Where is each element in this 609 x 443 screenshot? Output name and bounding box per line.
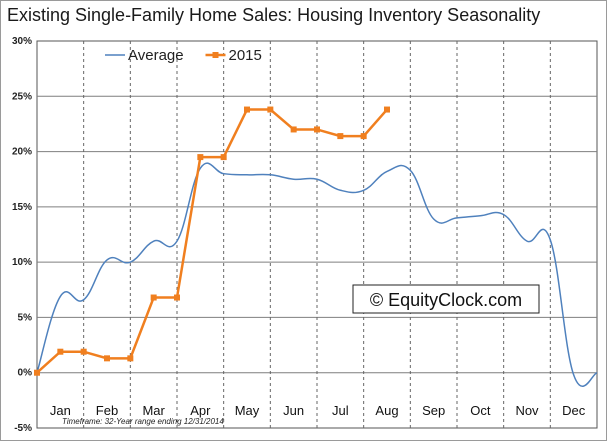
legend-label: 2015 xyxy=(229,47,262,64)
footnote: Timeframe: 32-Year range ending 12/31/20… xyxy=(62,417,224,426)
y-tick-label: 0% xyxy=(18,368,33,379)
y-tick-label: 30% xyxy=(12,36,32,47)
y-tick-label: 20% xyxy=(12,147,32,158)
series-line xyxy=(36,162,598,387)
data-point xyxy=(57,348,64,355)
watermark-text: © EquityClock.com xyxy=(370,290,522,310)
series-average xyxy=(36,162,598,387)
data-point xyxy=(314,126,320,133)
data-point xyxy=(267,106,274,113)
y-tick-label: 10% xyxy=(12,257,32,268)
series-2015 xyxy=(34,106,390,376)
watermark-box xyxy=(352,284,540,314)
legend-marker xyxy=(212,52,219,58)
data-point xyxy=(220,154,227,161)
y-tick-label: 25% xyxy=(12,91,32,102)
data-point xyxy=(127,355,134,362)
series-line xyxy=(36,108,388,374)
legend-item-2015: 2015 xyxy=(205,47,262,64)
y-tick-label: 15% xyxy=(12,202,32,213)
x-tick-label: Dec xyxy=(562,403,586,418)
data-point xyxy=(150,294,157,301)
data-point xyxy=(337,133,344,140)
y-axis-ticks: 30% 25% 20% 15% 10% 5% 0% -5% xyxy=(12,36,32,434)
x-tick-label: Jun xyxy=(283,403,304,418)
legend-label: Average xyxy=(128,47,184,64)
series-layer xyxy=(34,106,598,387)
legend: Average 2015 xyxy=(105,47,262,64)
data-point xyxy=(244,106,250,113)
data-point xyxy=(174,294,180,301)
x-tick-label: Jan xyxy=(50,403,71,418)
data-point xyxy=(104,355,110,362)
data-point xyxy=(197,154,204,161)
x-tick-label: Nov xyxy=(515,403,539,418)
x-tick-label: May xyxy=(235,403,260,418)
x-tick-label: Sep xyxy=(422,403,445,418)
data-point xyxy=(34,369,40,376)
data-point xyxy=(384,106,390,113)
x-tick-label: Jul xyxy=(332,403,349,418)
x-tick-label: Mar xyxy=(142,403,165,418)
x-tick-label: Aug xyxy=(375,403,398,418)
legend-item-average: Average xyxy=(105,47,184,64)
data-point xyxy=(80,348,87,355)
data-point xyxy=(360,133,367,140)
watermark: © EquityClock.com xyxy=(352,284,540,314)
x-tick-label: Oct xyxy=(470,403,491,418)
data-point xyxy=(290,126,297,133)
y-tick-label: 5% xyxy=(18,312,33,323)
chart-title: Existing Single-Family Home Sales: Housi… xyxy=(7,5,541,25)
x-tick-label: Feb xyxy=(96,403,118,418)
y-tick-label: -5% xyxy=(14,423,32,434)
x-tick-label: Apr xyxy=(190,403,211,418)
x-axis-labels: Jan Feb Mar Apr May Jun Jul Aug Sep Oct Nov Dec xyxy=(50,403,586,418)
